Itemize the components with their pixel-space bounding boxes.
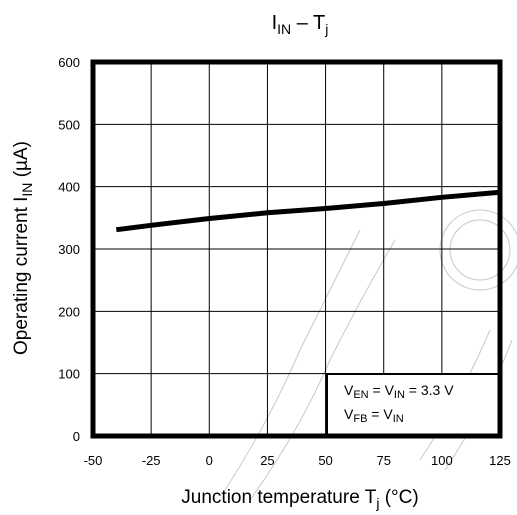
x-tick-label: -50: [84, 453, 103, 468]
annotation-line-2: VFB = VIN: [344, 406, 404, 425]
x-tick-label: 75: [376, 453, 390, 468]
y-tick-label: 600: [58, 55, 80, 70]
x-tick-label: -25: [142, 453, 161, 468]
x-axis-label: Junction temperature Tj (°C): [181, 487, 418, 511]
y-tick-label: 300: [58, 242, 80, 257]
series-line: [115, 189, 501, 233]
x-tick-labels: -50 -25 0 25 50 75 100 125: [84, 453, 511, 468]
x-tick-label: 0: [206, 453, 213, 468]
y-axis-label: Operating current IIN (µA): [11, 141, 35, 355]
x-tick-label: 25: [260, 453, 274, 468]
plot-frame: [90, 59, 503, 439]
watermark: [224, 209, 517, 501]
x-tick-label: 125: [489, 453, 511, 468]
y-tick-label: 100: [58, 367, 80, 382]
y-tick-label: 200: [58, 304, 80, 319]
y-tick-labels: 0 100 200 300 400 500 600: [58, 55, 80, 444]
y-tick-label: 500: [58, 117, 80, 132]
y-tick-label: 400: [58, 180, 80, 195]
x-tick-label: 100: [431, 453, 453, 468]
x-tick-label: 50: [318, 453, 332, 468]
annotation-box: VEN = VIN = 3.3 V VFB = VIN: [326, 373, 500, 437]
chart-title: IIN – Tj: [272, 12, 329, 37]
annotation-line-1: VEN = VIN = 3.3 V: [344, 382, 454, 401]
y-tick-label: 0: [73, 429, 80, 444]
